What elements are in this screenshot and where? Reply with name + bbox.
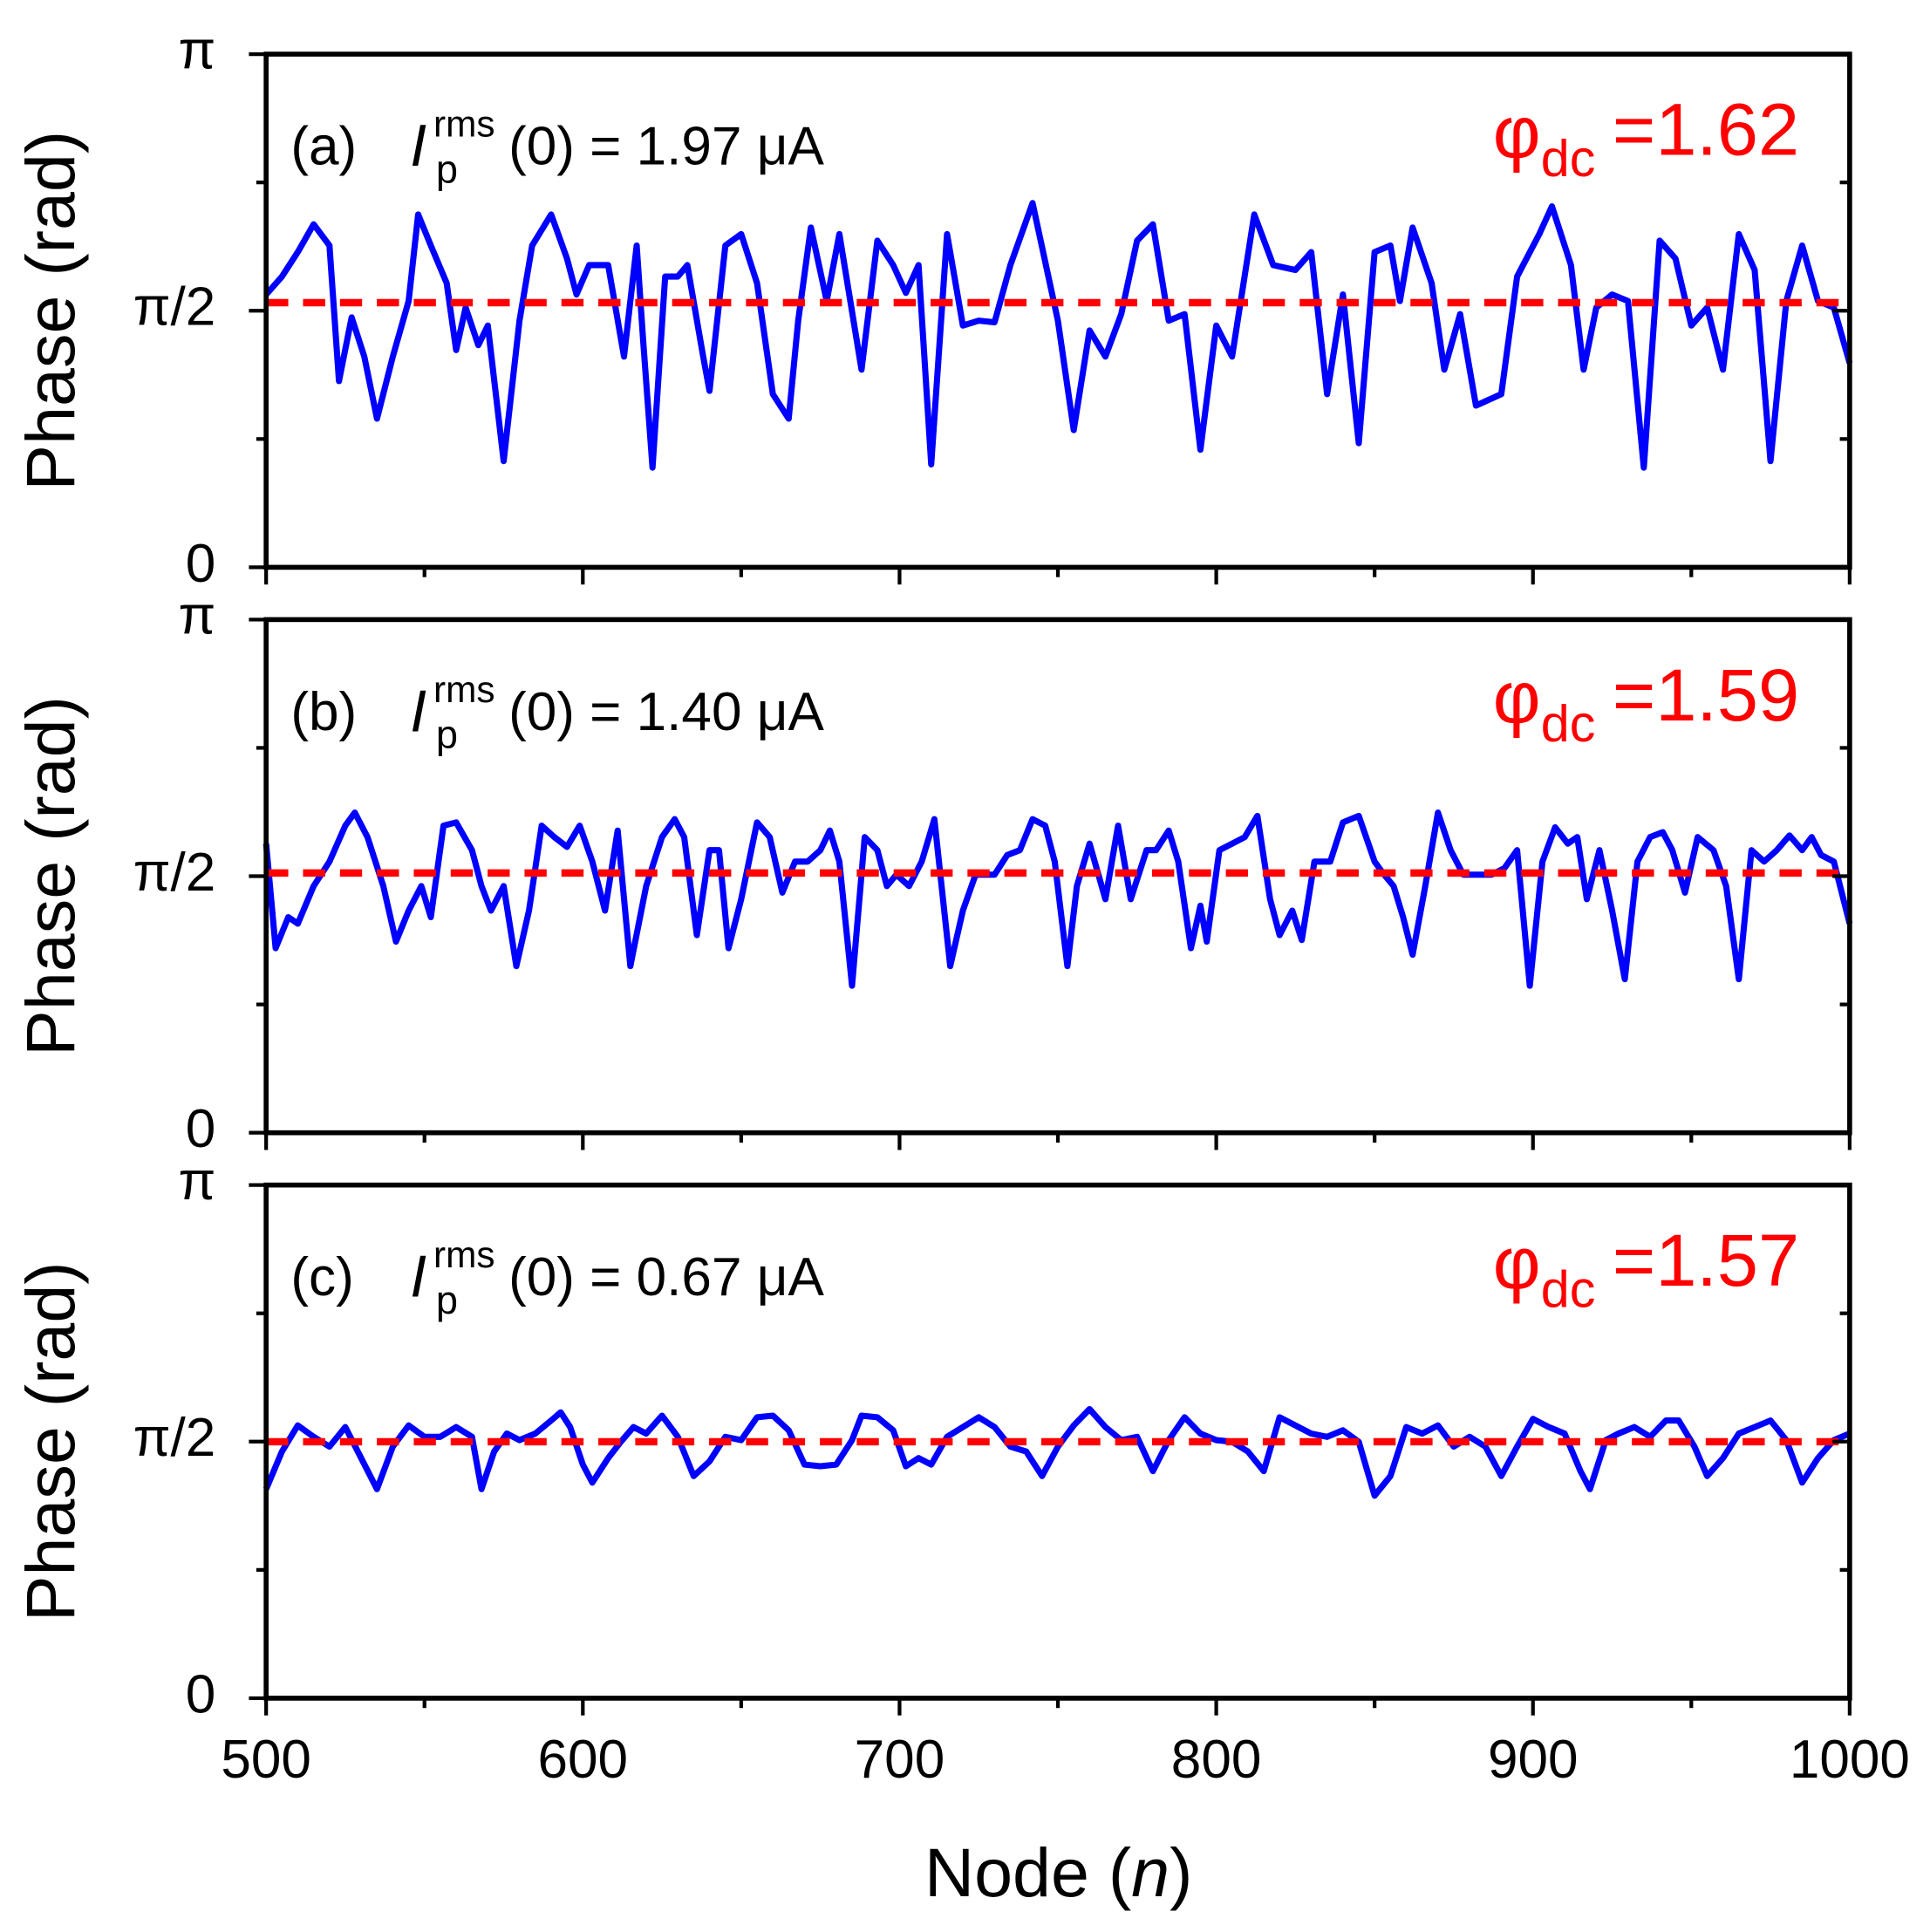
current-sup: rms (433, 669, 495, 710)
current-sup: rms (433, 103, 495, 144)
dc-symbol: φ (1493, 1221, 1541, 1304)
y-axis-label: Phase (rad) (11, 696, 89, 1056)
dc-sub: dc (1541, 1260, 1596, 1318)
x-label-var: n (1131, 1833, 1170, 1911)
y-tick-label: 0 (186, 1664, 216, 1724)
y-axis-label: Phase (rad) (11, 131, 89, 491)
panel-label: (a) (290, 117, 357, 177)
y-tick-label: 0 (186, 534, 216, 594)
x-tick-label: 900 (1488, 1730, 1579, 1790)
dc-sub: dc (1541, 694, 1596, 753)
phase-line (263, 200, 1853, 471)
y-tick-label: 0 (186, 1099, 216, 1159)
dc-value: =1.57 (1613, 1219, 1799, 1301)
current-text: (0) = 1.40 μA (508, 682, 824, 742)
y-tick-label: π/2 (133, 1408, 216, 1468)
x-axis-label: Node (n) (924, 1833, 1192, 1911)
dc-symbol: φ (1493, 90, 1541, 173)
panel-label: (b) (290, 682, 357, 742)
x-label-text: Node ( (924, 1833, 1131, 1911)
current-symbol: I (410, 679, 426, 744)
current-text: (0) = 0.67 μA (508, 1247, 824, 1307)
current-sub: p (436, 147, 458, 191)
dc-symbol: φ (1493, 656, 1541, 739)
current-sub: p (436, 1278, 458, 1322)
dc-sub: dc (1541, 129, 1596, 188)
y-tick-label: π (178, 20, 215, 80)
current-symbol: I (410, 113, 426, 179)
dc-value: =1.59 (1613, 653, 1799, 736)
x-tick-label: 500 (221, 1730, 311, 1790)
current-sup: rms (433, 1234, 495, 1275)
x-tick-label: 600 (538, 1730, 629, 1790)
phase-line (263, 809, 1853, 989)
panel-label: (c) (290, 1247, 353, 1307)
x-tick-label: 800 (1171, 1730, 1262, 1790)
y-axis-label: Phase (rad) (11, 1261, 89, 1621)
x-tick-label: 700 (855, 1730, 945, 1790)
x-tick-label: 1000 (1790, 1730, 1910, 1790)
phase-line (263, 1405, 1852, 1499)
current-sub: p (436, 713, 458, 757)
y-tick-label: π (178, 1151, 215, 1212)
x-label-close: ) (1170, 1833, 1192, 1911)
y-tick-label: π/2 (133, 277, 216, 338)
y-tick-label: π/2 (133, 843, 216, 903)
y-tick-label: π (178, 586, 215, 646)
current-symbol: I (410, 1245, 426, 1310)
dc-value: =1.62 (1613, 88, 1799, 171)
current-text: (0) = 1.97 μA (508, 117, 824, 177)
